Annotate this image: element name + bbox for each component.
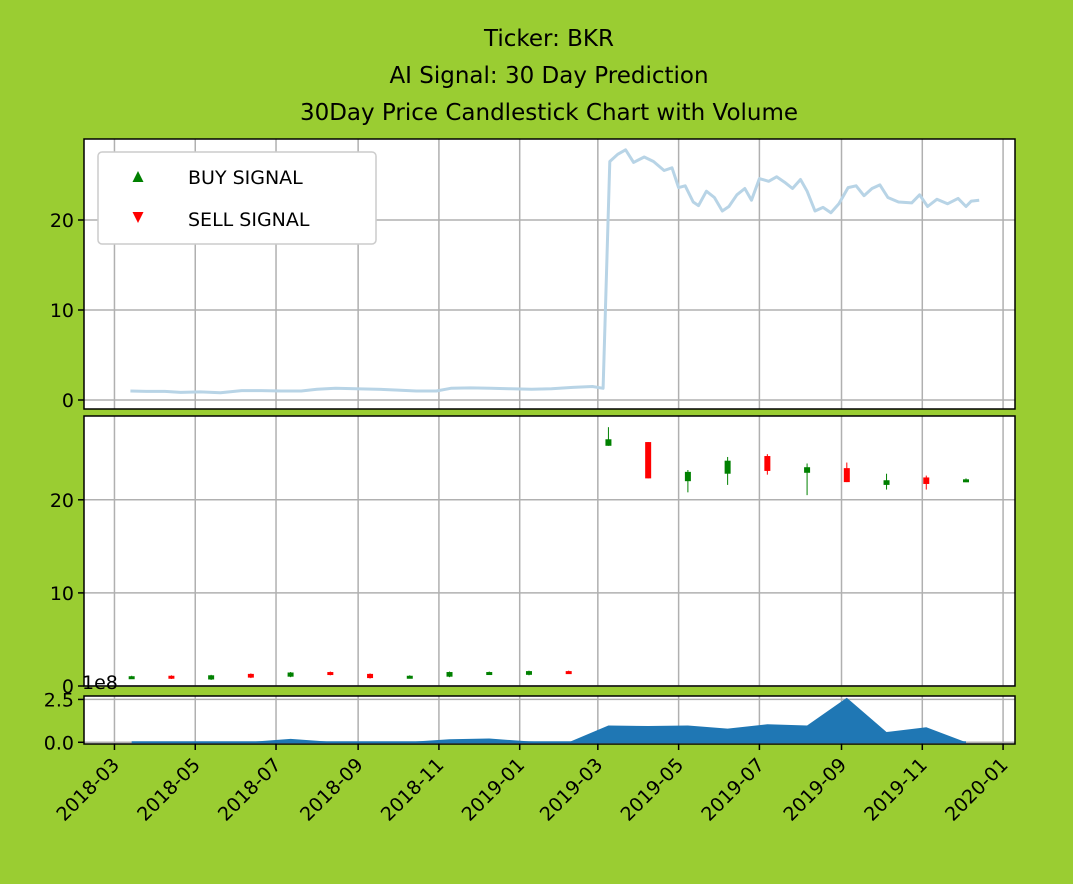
- xtick-label: 2019-07: [697, 754, 769, 826]
- chart-title: Ticker: BKR AI Signal: 30 Day Prediction…: [300, 26, 798, 126]
- candle-body: [804, 467, 811, 473]
- candle-body: [645, 442, 652, 479]
- legend-label-sell: SELL SIGNAL: [188, 209, 310, 231]
- candle-body: [605, 439, 612, 446]
- xtick-label: 2020-01: [941, 754, 1013, 826]
- legend: BUY SIGNAL SELL SIGNAL: [97, 151, 377, 245]
- candle-body: [684, 471, 691, 482]
- candle-body: [923, 477, 930, 484]
- buy-signal-marker-icon: [132, 171, 144, 182]
- volume-panel: 0.0 2.5 1e8: [44, 672, 1016, 754]
- candle-ytick-label: 10: [50, 583, 74, 605]
- candle-body: [208, 675, 215, 680]
- title-line-chart: 30Day Price Candlestick Chart with Volum…: [300, 100, 798, 126]
- volume-area: [131, 697, 966, 743]
- candle-body: [406, 675, 413, 679]
- candle-yticks: 0 10 20: [50, 490, 84, 698]
- candle-body: [486, 672, 493, 676]
- sell-signal-marker-icon: [132, 212, 144, 223]
- xtick-label: 2019-11: [860, 754, 932, 826]
- candle-body: [883, 480, 890, 485]
- candle-panel: 0 10 20: [50, 415, 1016, 698]
- xtick-label: 2018-05: [133, 754, 205, 826]
- candle-body: [963, 479, 969, 483]
- xtick-label: 2019-09: [779, 754, 851, 826]
- volume-scale-label: 1e8: [82, 672, 118, 694]
- xtick-label: 2018-11: [377, 754, 449, 826]
- title-line-signal: AI Signal: 30 Day Prediction: [389, 63, 708, 89]
- xtick-label: 2019-01: [458, 754, 530, 826]
- price-ytick-label: 0: [62, 390, 74, 412]
- legend-label-buy: BUY SIGNAL: [188, 167, 303, 189]
- legend-box: [97, 151, 377, 245]
- candle-ytick-label: 20: [50, 490, 74, 512]
- price-panel: 0 10 20 BUY SIGNAL SELL SIGNAL: [50, 138, 1016, 412]
- xtick-label: 2019-03: [536, 754, 608, 826]
- price-ytick-label: 20: [50, 210, 74, 232]
- title-line-ticker: Ticker: BKR: [483, 26, 614, 52]
- candle-body: [446, 672, 453, 677]
- volume-ytick-label: 2.5: [44, 689, 74, 711]
- volume-yticks: 0.0 2.5: [44, 689, 84, 754]
- candle-body: [724, 460, 731, 474]
- candle-body: [843, 468, 850, 483]
- candle-body: [764, 456, 771, 471]
- volume-frame: [83, 695, 1016, 745]
- volume-ytick-label: 0.0: [44, 732, 74, 754]
- candle-body: [247, 673, 254, 678]
- candle-body: [525, 671, 532, 675]
- candle-body: [128, 676, 135, 680]
- xtick-label: 2018-09: [296, 754, 368, 826]
- price-ytick-label: 10: [50, 300, 74, 322]
- candle-body: [287, 672, 294, 677]
- candle-body: [565, 671, 572, 675]
- candle-body: [367, 673, 374, 679]
- xtick-label: 2018-03: [52, 754, 124, 826]
- candle-body: [168, 675, 175, 679]
- xtick-label: 2019-05: [616, 754, 688, 826]
- candle-frame: [83, 415, 1016, 687]
- candles: [128, 427, 969, 680]
- candle-ytick-label: 0: [62, 676, 74, 698]
- price-line: [130, 148, 980, 395]
- xtick-label: 2018-07: [214, 754, 286, 826]
- candle-plot-area: [84, 416, 1015, 686]
- candle-body: [327, 672, 334, 676]
- price-yticks: 0 10 20: [50, 210, 84, 412]
- x-axis: 2018-03 2018-05 2018-07 2018-09 2018-11 2019-…: [52, 744, 1013, 826]
- price-frame: [83, 138, 1016, 410]
